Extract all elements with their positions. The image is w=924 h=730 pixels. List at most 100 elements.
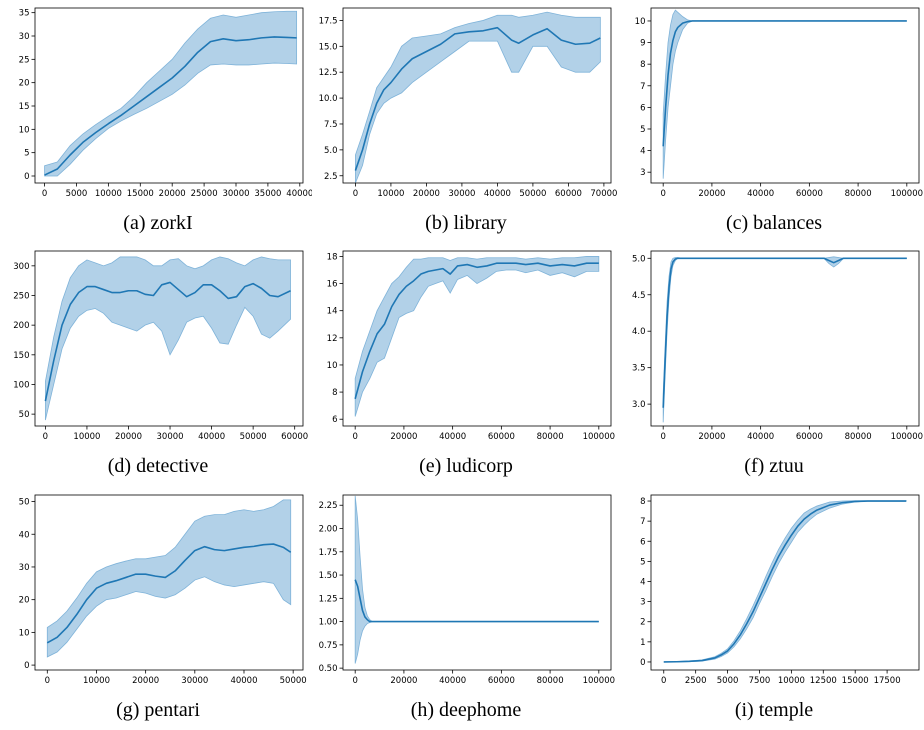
y-tick-label: 20 xyxy=(19,79,30,89)
x-tick-label: 50000 xyxy=(519,189,546,199)
x-tick-label: 0 xyxy=(45,676,50,686)
subplot-caption: (b) library xyxy=(425,212,507,234)
subplot-caption: (a) zorkI xyxy=(123,212,193,234)
y-tick-label: 4.5 xyxy=(632,291,646,301)
confidence-band xyxy=(663,500,907,663)
x-tick-label: 20000 xyxy=(698,189,725,199)
y-tick-label: 10.0 xyxy=(319,94,338,104)
x-tick-label: 100000 xyxy=(583,676,615,686)
y-tick-label: 15 xyxy=(19,102,30,112)
x-tick-label: 40000 xyxy=(198,432,225,442)
x-tick-label: 35000 xyxy=(254,189,281,199)
x-tick-label: 40000 xyxy=(747,189,774,199)
y-tick-label: 2.25 xyxy=(319,501,338,511)
y-tick-label: 30 xyxy=(19,563,30,573)
y-tick-label: 7.5 xyxy=(324,120,338,130)
x-tick-label: 0 xyxy=(43,432,48,442)
x-tick-label: 5000 xyxy=(717,676,739,686)
y-tick-label: 3.0 xyxy=(632,400,646,410)
y-tick-label: 1.00 xyxy=(319,618,338,628)
subplot-chart: 0 20000 40000 60000 80000 100000 3.0 3.5 4.0 4.5 5… xyxy=(632,250,923,442)
y-tick-label: 5.0 xyxy=(632,254,646,264)
y-tick-label: 100 xyxy=(13,380,29,390)
subplot-2: 0 10000 20000 30000 40000 50000 60000 70000 2.5 5… xyxy=(312,0,620,243)
plot-frame xyxy=(34,250,304,427)
y-tick-label: 25 xyxy=(19,55,30,65)
y-tick-label: 0.50 xyxy=(319,664,338,674)
subplot-1: 0 5000 10000 15000 20000 25000 30000 35000 40000… xyxy=(4,0,312,243)
y-tick-label: 10 xyxy=(19,125,30,135)
x-tick-label: 80000 xyxy=(845,432,872,442)
subplot-chart: 0 5000 10000 15000 20000 25000 30000 35000 40000… xyxy=(19,7,312,199)
plot-frame xyxy=(342,494,612,671)
confidence-band xyxy=(662,256,907,423)
x-tick-label: 10000 xyxy=(95,189,122,199)
subplot-caption: (h) deephome xyxy=(410,699,522,721)
y-tick-label: 1 xyxy=(640,638,645,648)
x-tick-label: 20000 xyxy=(698,432,725,442)
y-tick-label: 5 xyxy=(640,125,645,135)
y-tick-label: 200 xyxy=(13,321,29,331)
subplot-chart: 0 2500 5000 7500 10000 12500 15000 17500 0 1 2 3 4 5 6… xyxy=(640,494,920,686)
y-tick-label: 250 xyxy=(13,291,29,301)
x-tick-label: 30000 xyxy=(181,676,208,686)
y-tick-label: 30 xyxy=(19,32,30,42)
x-tick-label: 20000 xyxy=(132,676,159,686)
y-tick-label: 12 xyxy=(327,334,338,344)
y-tick-label: 6 xyxy=(332,415,337,425)
x-tick-label: 20000 xyxy=(159,189,186,199)
x-tick-label: 40000 xyxy=(230,676,257,686)
x-tick-label: 60000 xyxy=(488,432,515,442)
plot-frame xyxy=(650,494,920,671)
x-tick-label: 2500 xyxy=(685,676,707,686)
mean-line xyxy=(354,579,599,623)
y-tick-label: 5.0 xyxy=(324,146,338,156)
x-tick-label: 20000 xyxy=(413,189,440,199)
confidence-band xyxy=(44,256,291,421)
subplot-9: 0 2500 5000 7500 10000 12500 15000 17500 0 1 2 3 4 5 6… xyxy=(620,487,924,730)
y-tick-label: 10 xyxy=(19,628,30,638)
y-tick-label: 1.25 xyxy=(319,594,338,604)
subplot-caption: (e) ludicorp xyxy=(419,455,513,477)
x-tick-label: 15000 xyxy=(842,676,869,686)
x-tick-label: 40000 xyxy=(439,432,466,442)
plot-frame xyxy=(34,7,304,184)
x-tick-label: 0 xyxy=(353,189,358,199)
subplot-chart: 0 10000 20000 30000 40000 50000 60000 70000 2.5 5… xyxy=(319,7,617,199)
x-tick-label: 10000 xyxy=(83,676,110,686)
y-tick-label: 12.5 xyxy=(319,68,338,78)
mean-line xyxy=(662,257,907,408)
plot-frame xyxy=(34,494,304,671)
x-tick-label: 10000 xyxy=(778,676,805,686)
x-tick-label: 30000 xyxy=(157,432,184,442)
mean-line xyxy=(662,20,907,147)
y-tick-label: 8 xyxy=(640,60,645,70)
y-tick-label: 5 xyxy=(24,149,29,159)
x-tick-label: 60000 xyxy=(281,432,308,442)
y-tick-label: 18 xyxy=(327,252,338,262)
y-tick-label: 4 xyxy=(640,577,645,587)
mean-line xyxy=(663,500,907,663)
y-tick-label: 3.5 xyxy=(632,364,646,374)
x-tick-label: 0 xyxy=(352,432,357,442)
x-tick-label: 20000 xyxy=(115,432,142,442)
x-tick-label: 30000 xyxy=(448,189,475,199)
y-tick-label: 2 xyxy=(640,618,645,628)
x-tick-label: 20000 xyxy=(390,432,417,442)
y-tick-label: 10 xyxy=(327,361,338,371)
y-tick-label: 1.75 xyxy=(319,548,338,558)
x-tick-label: 100000 xyxy=(891,432,923,442)
x-tick-label: 40000 xyxy=(747,432,774,442)
mean-line xyxy=(354,26,601,171)
x-tick-label: 80000 xyxy=(537,676,564,686)
y-tick-label: 0 xyxy=(24,661,29,671)
mean-line xyxy=(44,36,297,176)
plot-frame xyxy=(650,250,920,427)
x-tick-label: 40000 xyxy=(484,189,511,199)
subplot-6: 0 20000 40000 60000 80000 100000 3.0 3.5 4.0 4.5 5… xyxy=(620,243,924,486)
y-tick-label: 0.75 xyxy=(319,641,338,651)
y-tick-label: 6 xyxy=(640,537,645,547)
x-tick-label: 60000 xyxy=(796,189,823,199)
subplot-chart: 0 10000 20000 30000 40000 50000 60000 50 100 150 2… xyxy=(13,250,308,442)
y-tick-label: 300 xyxy=(13,262,29,272)
